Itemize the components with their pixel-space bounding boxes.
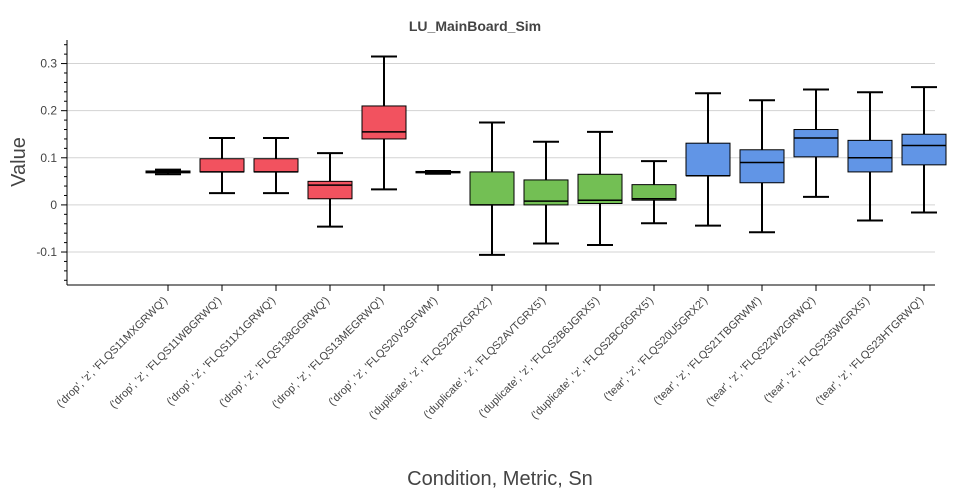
x-tick-label: ('drop', 'z', 'FLQS11X1GRWQ') xyxy=(165,295,279,409)
box-duplicate xyxy=(577,173,623,204)
box-drop xyxy=(199,158,245,173)
x-tick-label: ('drop', 'z', 'FLQS138GGRWQ') xyxy=(217,295,332,410)
boxes xyxy=(145,55,947,256)
box-drop xyxy=(253,158,299,173)
x-tick-label: ('drop', 'z', 'FLQS20V3GFWM') xyxy=(326,295,440,409)
box-drop xyxy=(307,180,353,200)
axes xyxy=(66,40,935,286)
grid-lines xyxy=(67,63,935,253)
y-ticks: -0.1 0 0.1 0.2 0.3 xyxy=(36,44,67,281)
box-tear xyxy=(793,129,839,158)
y-tick-label: -0.1 xyxy=(36,245,57,259)
x-tick-label: ('tear', 'z', 'FLQS20U5GRX2') xyxy=(602,295,711,404)
y-tick-label: 0 xyxy=(50,198,57,212)
x-tick-label: ('tear', 'z', 'FLQS22W2GRWQ') xyxy=(704,295,818,409)
y-axis-label: Value xyxy=(8,137,30,187)
y-tick-label: 0.2 xyxy=(40,104,57,118)
box-duplicate xyxy=(631,184,677,201)
chart-title: LU_MainBoard_Sim xyxy=(409,18,541,34)
box-tear xyxy=(901,133,947,166)
x-tick-label: ('drop', 'z', 'FLQS13MEGRWQ') xyxy=(270,295,386,411)
x-ticks: ('drop', 'z', 'FLQS11MXGRWQ')('drop', 'z… xyxy=(54,285,926,422)
x-tick-label: ('drop', 'z', 'FLQS11WBGRWQ') xyxy=(108,295,225,412)
x-tick-label: ('tear', 'z', 'FLQS23HTGRWQ') xyxy=(813,295,926,408)
box-tear xyxy=(847,139,893,173)
box-duplicate xyxy=(469,171,515,206)
box-tear xyxy=(739,149,785,184)
x-tick-label: ('tear', 'z', 'FLQS21TBGRWM') xyxy=(651,295,764,408)
box-drop xyxy=(361,105,407,140)
x-axis-label: Condition, Metric, Sn xyxy=(407,468,593,490)
y-tick-label: 0.3 xyxy=(40,57,57,71)
y-tick-label: 0.1 xyxy=(40,151,57,165)
x-tick-label: ('drop', 'z', 'FLQS11MXGRWQ') xyxy=(54,295,170,411)
box-tear xyxy=(685,142,731,177)
x-tick-label: ('tear', 'z', 'FLQS235WGRX5') xyxy=(762,295,872,405)
x-tick-label: ('duplicate', 'z', 'FLQS2B6JGRX5') xyxy=(477,295,602,420)
